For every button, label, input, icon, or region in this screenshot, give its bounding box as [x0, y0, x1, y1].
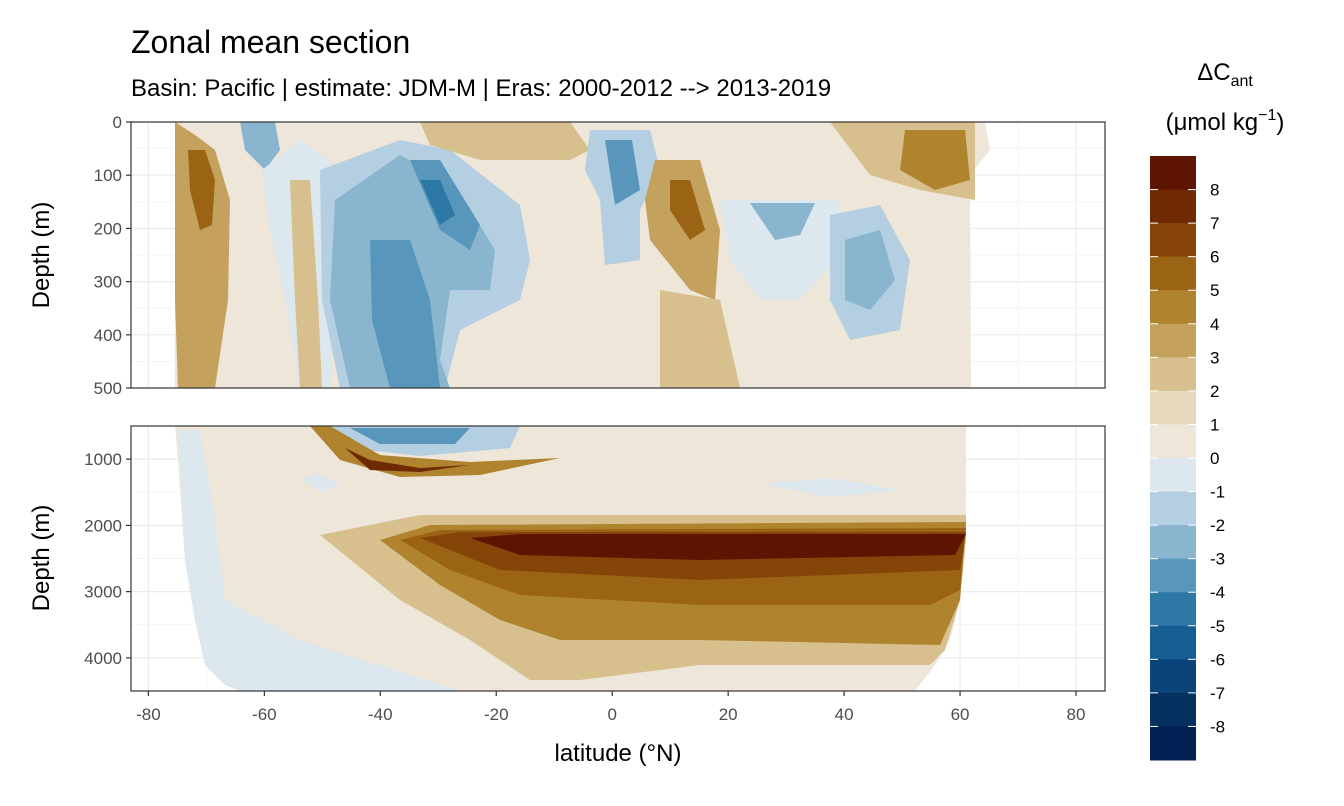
x-tick-label: 60: [951, 705, 970, 724]
panel-upper-contours: [175, 122, 990, 388]
upper-field-tan-10n-deep: [660, 290, 740, 388]
upper-field-south-brown: [175, 122, 230, 388]
legend-color-swatch: [1150, 189, 1196, 224]
x-tick-label: 40: [835, 705, 854, 724]
y-axis-upper: 0 100 200 300 400 500: [94, 113, 131, 398]
upper-field-blue-eq-core: [605, 140, 640, 205]
lower-field-blue-south: [178, 430, 460, 691]
legend-color-swatch: [1150, 558, 1196, 593]
lower-field-blue-spot-2: [760, 478, 900, 497]
x-tick-label: -60: [252, 705, 277, 724]
upper-field-brown-55n: [900, 130, 970, 190]
upper-field-blue-deep: [370, 240, 440, 388]
lower-field-blue-upper-core: [350, 428, 470, 444]
y-tick-label: 4000: [84, 649, 122, 668]
y-tick-label: 2000: [84, 516, 122, 535]
y-axis-label-lower: Depth (m): [28, 505, 55, 612]
legend-color-swatch: [1150, 424, 1196, 459]
upper-field-south-brown-core: [188, 150, 215, 230]
panel-lower-border: [130, 425, 1106, 692]
legend-color-swatch: [1150, 156, 1196, 191]
legend-color-swatch: [1150, 726, 1196, 761]
lower-field-brown-upper-core: [345, 448, 470, 472]
x-tick-label: -40: [368, 705, 393, 724]
legend-title: ΔCant: [1197, 59, 1253, 90]
panel-upper: [130, 121, 1106, 389]
x-tick-label: 20: [719, 705, 738, 724]
upper-field-tan-north: [420, 122, 590, 160]
legend-tick-label: -2: [1210, 516, 1225, 535]
lower-field-blue-spot-1: [300, 474, 340, 492]
legend-color-swatch: [1150, 525, 1196, 560]
legend-tick-label: 8: [1210, 181, 1219, 200]
legend-color-swatch: [1150, 659, 1196, 694]
legend-tick-label: -4: [1210, 583, 1225, 602]
legend-tick-label: 1: [1210, 415, 1219, 434]
y-tick-label: 200: [94, 219, 122, 238]
y-tick-label: 1000: [84, 450, 122, 469]
legend-color-swatch: [1150, 625, 1196, 660]
panel-upper-border: [130, 121, 1106, 389]
chart-title: Zonal mean section: [131, 24, 411, 60]
legend: ΔCant (μmol kg−1) 8 7 6 5 4 3 2 1 0 -1 -2 -3 -4 -5 -6 -…: [1150, 59, 1284, 761]
legend-color-swatch: [1150, 458, 1196, 493]
legend-tick-label: -8: [1210, 717, 1225, 736]
upper-field-brown-col: [290, 180, 322, 388]
y-axis-label-upper: Depth (m): [28, 202, 55, 309]
legend-tick-label: 2: [1210, 382, 1219, 401]
legend-tick-label: -3: [1210, 550, 1225, 569]
legend-color-swatch: [1150, 491, 1196, 526]
x-axis: -80 -60 -40 -20 0 20 40 60 80: [136, 691, 1085, 724]
legend-color-swatch: [1150, 323, 1196, 358]
lower-field-brown-darkest: [470, 534, 966, 560]
legend-colorbar: [1150, 156, 1196, 761]
legend-tick-label: 3: [1210, 348, 1219, 367]
legend-tick-label: -5: [1210, 617, 1225, 636]
upper-field-blue-core: [420, 180, 455, 225]
legend-color-swatch: [1150, 290, 1196, 325]
legend-tick-label: 4: [1210, 315, 1219, 334]
legend-color-swatch: [1150, 256, 1196, 291]
legend-color-swatch: [1150, 592, 1196, 627]
legend-tick-label: 0: [1210, 449, 1219, 468]
legend-tick-label: 7: [1210, 214, 1219, 233]
y-axis-lower: 1000 2000 3000 4000: [84, 450, 131, 668]
y-tick-label: 300: [94, 273, 122, 292]
x-tick-label: 0: [607, 705, 616, 724]
y-tick-label: 500: [94, 379, 122, 398]
y-tick-label: 0: [113, 113, 122, 132]
x-axis-label: latitude (°N): [555, 740, 682, 767]
x-tick-label: 80: [1067, 705, 1086, 724]
y-tick-label: 100: [94, 166, 122, 185]
legend-unit: (μmol kg−1): [1166, 107, 1285, 136]
legend-tick-label: -7: [1210, 684, 1225, 703]
upper-field-brown-10n: [645, 160, 720, 300]
y-tick-label: 3000: [84, 583, 122, 602]
y-tick-label: 400: [94, 326, 122, 345]
upper-field-south-blue-top: [240, 122, 280, 170]
legend-tick-label: -6: [1210, 650, 1225, 669]
x-tick-label: -80: [136, 705, 161, 724]
legend-color-swatch: [1150, 357, 1196, 392]
legend-tick-label: 5: [1210, 281, 1219, 300]
legend-color-swatch: [1150, 390, 1196, 425]
upper-field-blue-25n-core: [750, 203, 815, 240]
panel-lower-contours: [175, 426, 966, 691]
legend-color-swatch: [1150, 692, 1196, 727]
legend-tick-label: 6: [1210, 248, 1219, 267]
x-tick-label: -20: [484, 705, 509, 724]
chart-subtitle: Basin: Pacific | estimate: JDM-M | Eras:…: [131, 75, 832, 102]
upper-field-blue-25n: [720, 200, 840, 300]
legend-tick-label: -1: [1210, 483, 1225, 502]
upper-field-brown-10n-core: [670, 180, 705, 240]
legend-labels: 8 7 6 5 4 3 2 1 0 -1 -2 -3 -4 -5 -6 -7 -8: [1210, 181, 1225, 737]
upper-field-blue-40n-core: [845, 230, 895, 310]
panel-lower: [130, 425, 1106, 692]
legend-color-swatch: [1150, 223, 1196, 258]
